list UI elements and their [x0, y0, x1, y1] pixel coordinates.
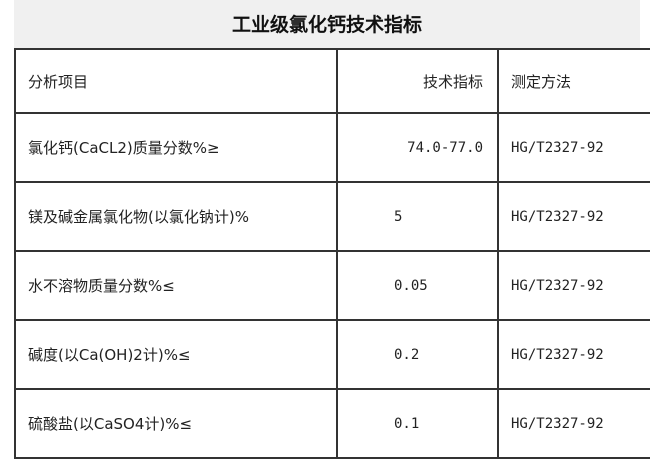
row-method: HG/T2327-92: [497, 250, 650, 321]
row-item: 硫酸盐(以CaSO4计)%≤: [14, 388, 338, 459]
row-spec: 5: [336, 181, 499, 252]
row-method: HG/T2327-92: [497, 319, 650, 390]
row-spec: 0.1: [336, 388, 499, 459]
table-row: 水不溶物质量分数%≤ 0.05 HG/T2327-92: [14, 250, 650, 321]
row-item: 镁及碱金属氯化物(以氯化钠计)%: [14, 181, 338, 252]
title-band: 工业级氯化钙技术指标: [14, 0, 640, 48]
spec-table: 分析项目 技术指标 测定方法 氯化钙(CaCL2)质量分数%≥ 74.0-77.…: [14, 48, 650, 459]
row-method: HG/T2327-92: [497, 181, 650, 252]
header-method: 测定方法: [497, 48, 650, 114]
row-method: HG/T2327-92: [497, 112, 650, 183]
document-title: 工业级氯化钙技术指标: [231, 14, 422, 36]
row-item: 氯化钙(CaCL2)质量分数%≥: [14, 112, 338, 183]
table-row: 氯化钙(CaCL2)质量分数%≥ 74.0-77.0 HG/T2327-92: [14, 112, 650, 183]
row-item: 碱度(以Ca(OH)2计)%≤: [14, 319, 338, 390]
table-row: 镁及碱金属氯化物(以氯化钠计)% 5 HG/T2327-92: [14, 181, 650, 252]
table-row: 硫酸盐(以CaSO4计)%≤ 0.1 HG/T2327-92: [14, 388, 650, 459]
table-header-row: 分析项目 技术指标 测定方法: [14, 48, 650, 114]
header-item: 分析项目: [14, 48, 338, 114]
header-spec: 技术指标: [336, 48, 499, 114]
row-spec: 74.0-77.0: [336, 112, 499, 183]
table-row: 碱度(以Ca(OH)2计)%≤ 0.2 HG/T2327-92: [14, 319, 650, 390]
row-spec: 0.2: [336, 319, 499, 390]
row-item: 水不溶物质量分数%≤: [14, 250, 338, 321]
row-spec: 0.05: [336, 250, 499, 321]
row-method: HG/T2327-92: [497, 388, 650, 459]
